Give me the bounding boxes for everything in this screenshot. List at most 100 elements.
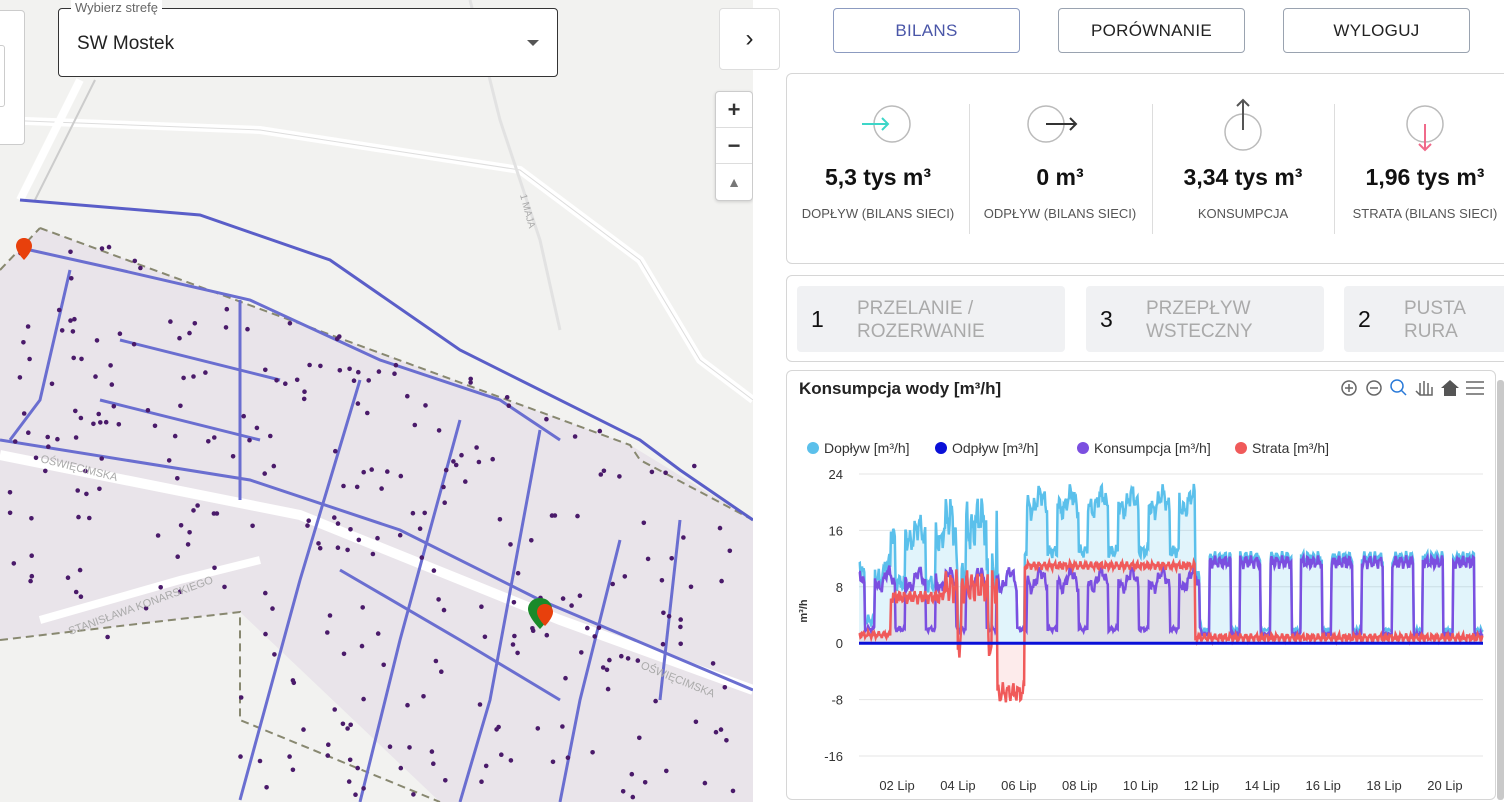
house-marker-icon (421, 694, 426, 699)
house-marker-icon (241, 413, 246, 419)
zoom-in-icon[interactable] (1341, 380, 1357, 396)
house-marker-icon (290, 767, 296, 773)
x-tick-label: 14 Lip (1245, 778, 1280, 793)
house-marker-icon (610, 581, 615, 587)
house-marker-icon (332, 707, 338, 712)
house-marker-icon (354, 484, 360, 490)
house-marker-icon (356, 369, 361, 375)
house-marker-icon (238, 695, 244, 700)
house-marker-icon (605, 686, 611, 692)
house-marker-icon (544, 416, 549, 422)
house-marker-icon (361, 696, 366, 702)
stat-outflow: 0 m³ ODPŁYW (BILANS SIECI) (969, 74, 1151, 265)
house-marker-icon (191, 508, 196, 513)
y-axis-label: m³/h (798, 599, 810, 623)
house-marker-icon (168, 319, 173, 324)
nav-wyloguj-button[interactable]: WYLOGUJ (1283, 8, 1470, 53)
house-marker-icon (152, 423, 158, 429)
scrollbar[interactable] (1497, 380, 1504, 800)
map-canvas[interactable]: OŚWIĘCIMSKA OŚWIĘCIMSKA STANISŁAWA KONAR… (0, 0, 753, 802)
alert-overflow[interactable]: 1 PRZELANIE / ROZERWANIE (797, 286, 1065, 352)
stat-value: 0 m³ (1036, 164, 1084, 190)
house-marker-icon (625, 656, 631, 661)
house-marker-icon (203, 370, 208, 375)
street-label: 1 MAJA (517, 193, 537, 230)
map-view[interactable]: OŚWIĘCIMSKA OŚWIĘCIMSKA STANISŁAWA KONAR… (0, 0, 753, 802)
house-marker-icon (600, 665, 606, 670)
house-marker-icon (407, 745, 412, 750)
chevron-right-icon[interactable]: › (719, 8, 780, 70)
legend-marker (1235, 442, 1247, 454)
house-marker-icon (337, 368, 343, 373)
zoom-in-button[interactable]: + (716, 92, 752, 128)
house-marker-icon (405, 702, 410, 708)
series-area (859, 484, 1483, 644)
compass-icon[interactable]: ▲ (727, 174, 741, 190)
house-marker-icon (375, 631, 381, 636)
house-marker-icon (356, 537, 362, 543)
chart-toolbar (1341, 379, 1484, 396)
house-marker-icon (272, 652, 277, 657)
nav-bilans-button[interactable]: BILANS (833, 8, 1020, 53)
alert-label: PUSTA RURA (1404, 298, 1466, 342)
house-marker-icon (443, 778, 448, 783)
pan-icon[interactable] (1415, 381, 1433, 396)
house-marker-icon (468, 376, 474, 382)
house-marker-icon (376, 369, 382, 374)
house-marker-icon (99, 456, 104, 461)
alert-label: PRZELANIE / ROZERWANIE (857, 298, 985, 342)
house-marker-icon (641, 520, 647, 526)
house-marker-icon (385, 469, 390, 474)
house-marker-icon (637, 735, 642, 741)
selection-zoom-icon[interactable] (1390, 379, 1407, 396)
side-panel-stub-inner (0, 45, 5, 107)
house-marker-icon (442, 500, 448, 506)
legend-marker (807, 442, 819, 454)
menu-icon[interactable] (1466, 381, 1484, 395)
house-marker-icon (96, 411, 101, 417)
house-marker-icon (351, 378, 357, 384)
house-marker-icon (306, 518, 312, 523)
house-marker-icon (515, 570, 521, 576)
x-tick-label: 20 Lip (1427, 778, 1462, 793)
house-marker-icon (332, 515, 337, 520)
stat-value: 5,3 tys m³ (824, 164, 932, 190)
house-marker-icon (105, 634, 110, 640)
house-marker-icon (719, 578, 724, 584)
home-icon[interactable] (1441, 380, 1459, 396)
zoom-out-button[interactable]: − (716, 128, 752, 164)
house-marker-icon (212, 565, 217, 571)
consumption-chart[interactable]: Konsumpcja wody [m³/h] Dopływ [m³/h] Odpł… (786, 370, 1496, 800)
alert-empty-pipe[interactable]: 2 PUSTA RURA (1344, 286, 1504, 352)
house-marker-icon (56, 307, 62, 313)
balance-stats-panel: 5,3 tys m³ DOPŁYW (BILANS SIECI) 0 m³ OD… (786, 73, 1504, 264)
house-marker-icon (25, 324, 31, 329)
house-marker-icon (270, 606, 275, 611)
house-marker-icon (316, 541, 321, 546)
house-marker-icon (84, 491, 89, 497)
house-marker-icon (73, 408, 78, 414)
house-marker-icon (423, 403, 428, 408)
house-marker-icon (693, 719, 699, 725)
nav-porownanie-button[interactable]: PORÓWNANIE (1058, 8, 1245, 53)
house-marker-icon (76, 514, 81, 520)
zone-select[interactable]: Wybierz strefę SW Mostek (58, 0, 558, 77)
chart-canvas[interactable]: Dopływ [m³/h] Odpływ [m³/h] Konsumpcja [m³… (787, 371, 1496, 800)
house-marker-icon (596, 625, 602, 631)
house-marker-icon (99, 246, 105, 251)
house-marker-icon (477, 702, 483, 707)
house-marker-icon (334, 336, 340, 342)
house-marker-icon (678, 624, 683, 630)
alert-backflow[interactable]: 3 PRZEPŁYW WSTECZNY (1086, 286, 1324, 352)
house-marker-icon (91, 421, 96, 427)
house-marker-icon (483, 763, 489, 769)
house-marker-icon (348, 722, 354, 728)
house-marker-icon (592, 634, 597, 639)
zoom-out-icon[interactable] (1366, 380, 1382, 396)
house-marker-icon (361, 469, 367, 475)
house-marker-icon (649, 469, 655, 475)
house-marker-icon (72, 316, 77, 322)
house-marker-icon (83, 468, 88, 474)
house-marker-icon (138, 265, 143, 271)
house-marker-icon (579, 650, 584, 655)
